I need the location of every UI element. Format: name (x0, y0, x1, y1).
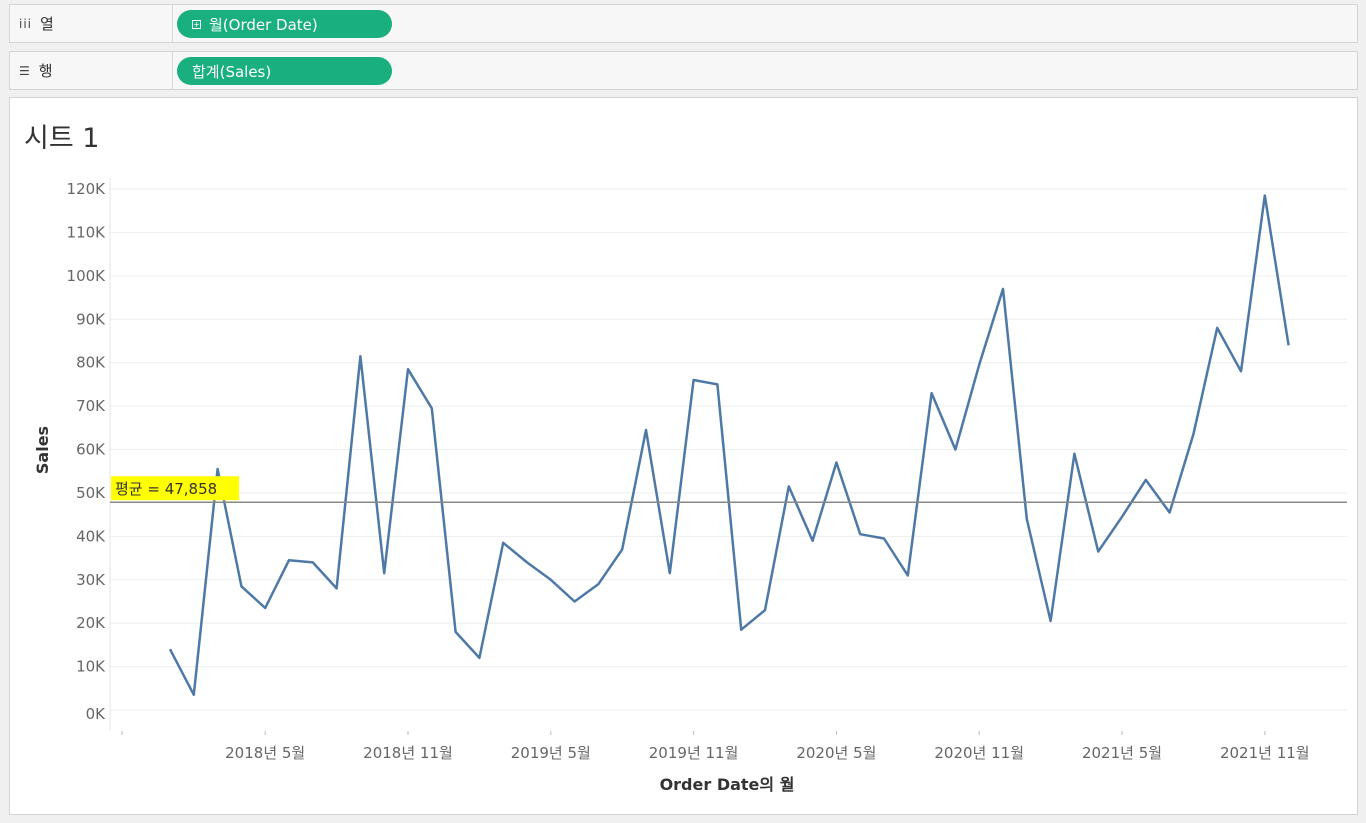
y-axis-title: Sales (33, 426, 52, 474)
columns-pill-label: 월(Order Date) (209, 15, 318, 34)
average-label-highlight (111, 476, 239, 501)
y-tick-label: 90K (76, 310, 106, 328)
y-tick-label: 0K (86, 705, 107, 723)
worksheet: 0K 10K 20K 30K 40K 50K 60K 70K 80K 90K 100K 110K 120… (9, 97, 1358, 815)
expand-plus-icon[interactable]: + (192, 19, 201, 29)
average-label: 평균 = 47,858 (115, 480, 217, 498)
y-tick-label: 40K (76, 527, 106, 545)
y-tick-label: 30K (76, 571, 106, 589)
x-axis-title: Order Date의 월 (660, 775, 795, 794)
sum-sales-pill[interactable]: 합계(Sales) (177, 57, 392, 85)
sheet-title: 시트 1 (24, 123, 100, 154)
x-tick-label: 2018년 11월 (363, 744, 453, 762)
columns-label: 열 (40, 15, 54, 33)
x-tick-label: 2018년 5월 (225, 744, 305, 762)
x-tick-label: 2020년 5월 (796, 744, 876, 762)
y-axis-ticks: 0K 10K 20K 30K 40K 50K 60K 70K 80K 90K 100K 110K 120… (67, 180, 107, 723)
y-tick-label: 20K (76, 614, 106, 632)
y-tick-label: 10K (76, 658, 106, 676)
line-chart[interactable]: 0K 10K 20K 30K 40K 50K 60K 70K 80K 90K 100K 110K 120… (10, 98, 1357, 814)
rows-label: 행 (38, 62, 53, 80)
columns-icon: iii (19, 16, 33, 31)
rows-shelf-label: ☰ 행 (10, 52, 173, 89)
y-tick-label: 50K (76, 484, 106, 502)
x-tick-label: 2021년 5월 (1082, 744, 1162, 762)
y-tick-label: 110K (67, 223, 107, 241)
x-tick-label: 2019년 11월 (649, 744, 739, 762)
order-date-month-pill[interactable]: + 월(Order Date) (177, 10, 392, 38)
columns-shelf: iii 열 + 월(Order Date) (9, 4, 1358, 43)
y-tick-label: 70K (76, 397, 106, 415)
x-tick-label: 2019년 5월 (511, 744, 591, 762)
columns-shelf-label: iii 열 (10, 5, 173, 42)
y-tick-label: 120K (67, 180, 107, 198)
y-tick-label: 60K (76, 441, 106, 459)
rows-pill-label: 합계(Sales) (192, 62, 272, 81)
y-tick-label: 80K (76, 354, 106, 372)
rows-shelf: ☰ 행 합계(Sales) (9, 51, 1358, 90)
gridlines (109, 178, 1347, 730)
x-tick-label: 2021년 11월 (1220, 744, 1310, 762)
y-tick-label: 100K (67, 267, 107, 285)
sales-line[interactable] (168, 194, 1290, 697)
rows-icon: ☰ (19, 63, 31, 78)
x-tick-label: 2020년 11월 (934, 744, 1024, 762)
x-axis-ticks: 2018년 5월 2018년 11월 2019년 5월 2019년 11월 2020년 … (121, 731, 1310, 762)
